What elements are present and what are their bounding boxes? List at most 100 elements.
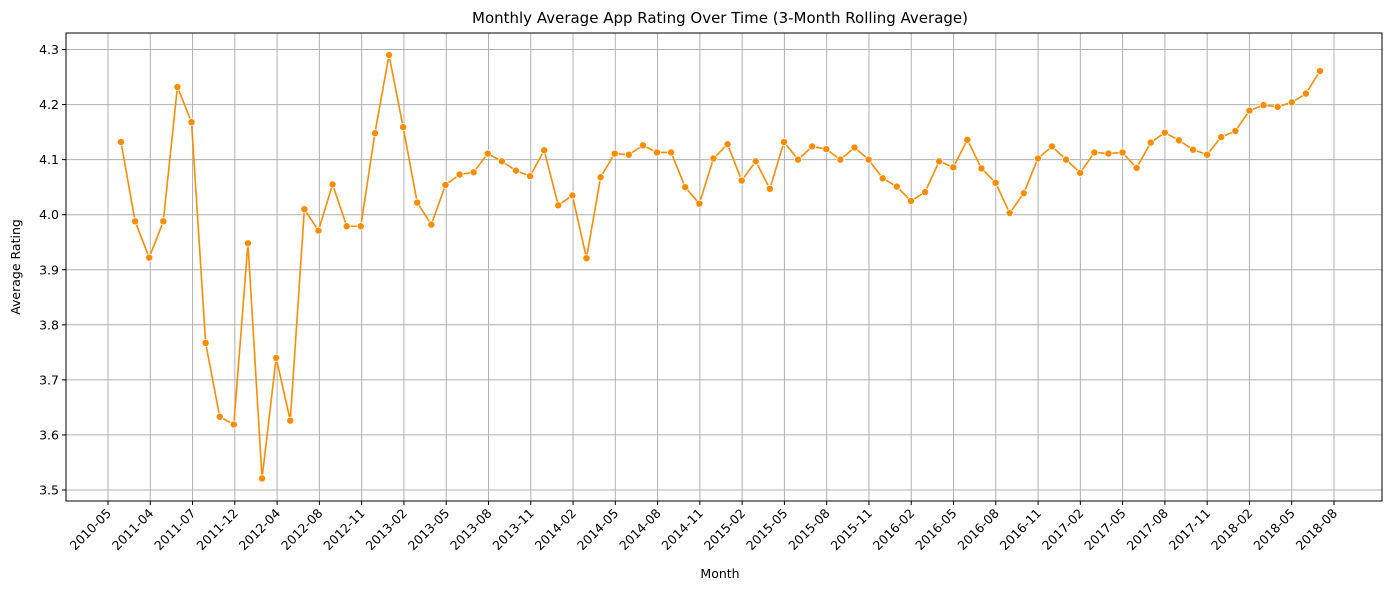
data-point	[610, 149, 619, 158]
data-point	[836, 155, 845, 164]
x-tick-label: 2017-11	[1166, 506, 1214, 554]
data-point	[497, 157, 506, 166]
data-point	[145, 253, 154, 262]
x-axis-label: Month	[700, 566, 739, 581]
data-point	[1245, 106, 1254, 115]
data-point	[1076, 168, 1085, 177]
x-tick-label: 2013-08	[447, 505, 495, 553]
data-point	[441, 180, 450, 189]
data-point	[653, 148, 662, 157]
data-point	[1090, 148, 1099, 157]
data-point	[1160, 128, 1169, 137]
data-point	[314, 226, 323, 235]
data-point	[963, 135, 972, 144]
data-point	[131, 217, 140, 226]
data-point	[1033, 154, 1042, 163]
data-point	[723, 140, 732, 149]
y-tick-label: 4.2	[39, 97, 59, 112]
data-point	[554, 201, 563, 210]
data-point	[892, 182, 901, 191]
x-tick-label: 2012-11	[320, 506, 368, 554]
data-point	[455, 170, 464, 179]
data-points	[117, 51, 1325, 483]
data-point	[469, 168, 478, 177]
data-point	[117, 138, 126, 147]
grid-lines	[66, 33, 1382, 501]
data-point	[779, 138, 788, 147]
data-point	[1019, 189, 1028, 198]
x-tick-label: 2010-05	[67, 506, 115, 554]
series-line-group	[120, 54, 1321, 480]
x-tick-label: 2011-04	[109, 505, 157, 553]
data-point	[370, 129, 379, 138]
data-point	[737, 176, 746, 185]
data-point	[1146, 138, 1155, 147]
x-tick-label: 2014-11	[658, 506, 706, 554]
x-tick-label: 2012-08	[278, 505, 326, 553]
data-point	[921, 188, 930, 197]
data-point	[1259, 101, 1268, 110]
data-point	[201, 338, 210, 347]
data-point	[526, 172, 535, 181]
data-point	[1203, 150, 1212, 159]
data-point	[511, 166, 520, 175]
x-axis-ticks: 2010-052011-042011-072011-122012-042012-…	[67, 501, 1340, 554]
data-point	[1047, 142, 1056, 151]
data-point	[1287, 98, 1296, 107]
x-tick-label: 2013-02	[363, 506, 411, 554]
y-tick-label: 3.9	[39, 262, 59, 277]
data-point	[977, 164, 986, 173]
x-tick-label: 2013-11	[489, 506, 537, 554]
data-point	[878, 174, 887, 183]
data-point	[483, 149, 492, 158]
x-tick-label: 2011-07	[151, 506, 199, 554]
data-point	[1062, 155, 1071, 164]
data-point	[765, 184, 774, 193]
data-point	[229, 420, 238, 429]
data-point	[667, 148, 676, 157]
y-tick-label: 3.6	[39, 427, 59, 442]
data-point	[540, 146, 549, 155]
data-point	[258, 474, 267, 483]
data-point	[906, 196, 915, 205]
data-point	[413, 198, 422, 207]
x-tick-label: 2012-04	[236, 505, 284, 553]
data-point	[1231, 127, 1240, 136]
x-tick-label: 2017-02	[1039, 506, 1087, 554]
data-point	[215, 412, 224, 421]
x-tick-label: 2016-05	[912, 506, 960, 554]
data-point	[1189, 145, 1198, 154]
y-tick-label: 3.7	[39, 372, 59, 387]
data-point	[1301, 89, 1310, 98]
data-point	[596, 173, 605, 182]
x-tick-label: 2011-12	[193, 506, 241, 554]
data-point	[624, 150, 633, 159]
data-point	[159, 217, 168, 226]
x-tick-label: 2015-08	[785, 505, 833, 553]
data-point	[822, 145, 831, 154]
x-tick-label: 2017-08	[1123, 505, 1171, 553]
data-point	[1174, 136, 1183, 145]
data-point	[427, 220, 436, 229]
data-point	[356, 222, 365, 231]
data-point	[681, 183, 690, 192]
data-point	[1273, 102, 1282, 111]
x-tick-label: 2013-05	[405, 506, 453, 554]
data-point	[1118, 148, 1127, 157]
data-point	[272, 353, 281, 362]
x-tick-label: 2015-02	[701, 506, 749, 554]
data-point	[935, 157, 944, 166]
data-point	[187, 118, 196, 127]
data-point	[342, 222, 351, 231]
data-point	[1104, 149, 1113, 158]
data-point	[864, 155, 873, 164]
y-tick-label: 4.3	[39, 42, 59, 57]
plot-frame	[65, 32, 1383, 502]
data-point	[808, 142, 817, 151]
data-point	[751, 157, 760, 166]
data-point	[1316, 66, 1325, 75]
data-point	[794, 155, 803, 164]
data-point	[173, 82, 182, 91]
series-line	[120, 54, 1321, 480]
data-point	[568, 191, 577, 200]
